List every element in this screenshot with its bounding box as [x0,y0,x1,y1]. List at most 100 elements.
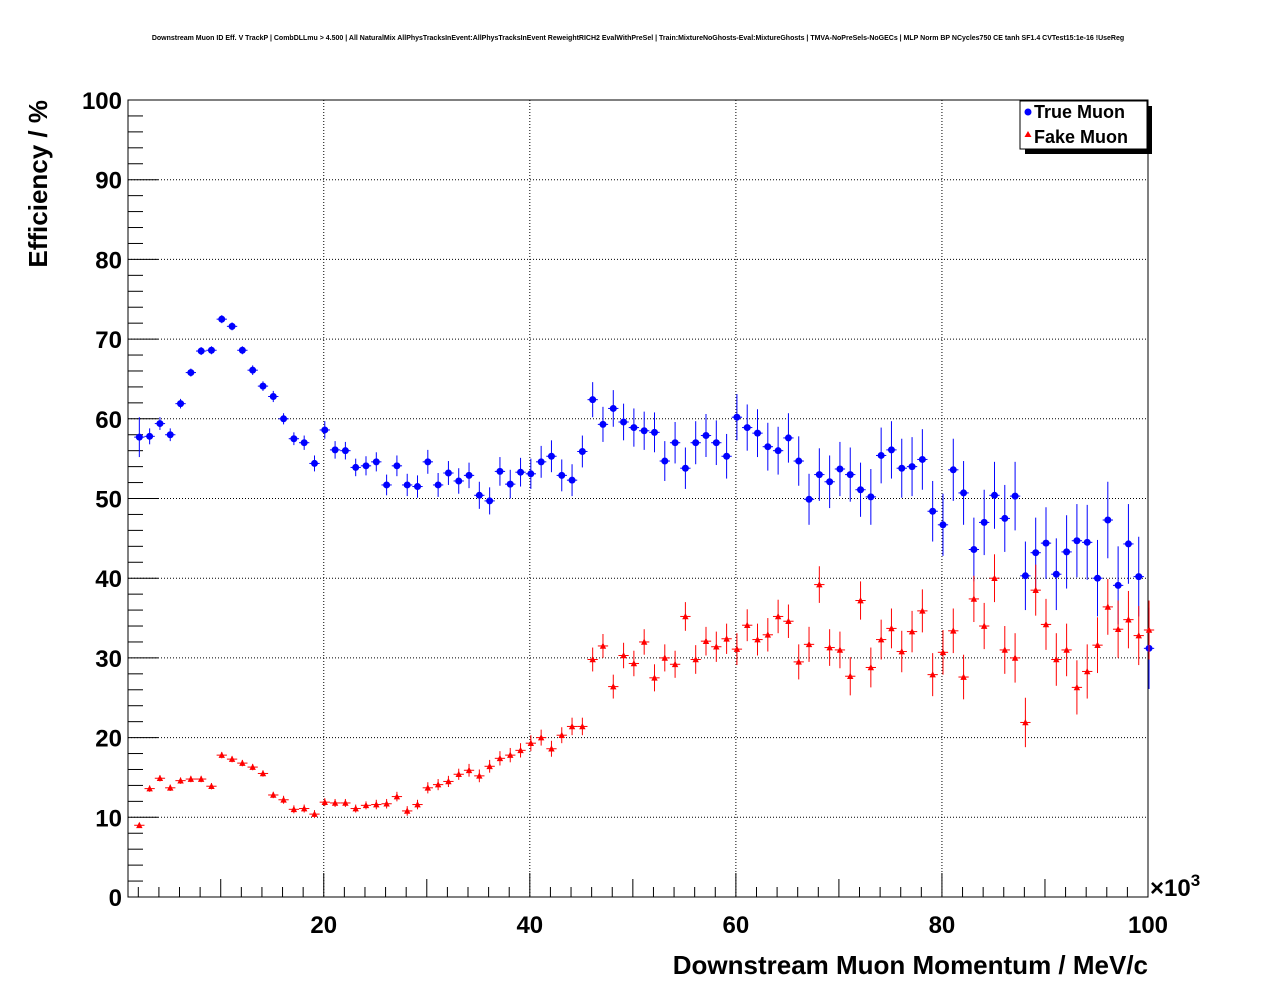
data-point [352,463,360,471]
data-point [857,597,864,604]
data-point [754,636,761,643]
y-tick-label: 100 [82,88,122,115]
data-point [486,497,494,505]
data-point [1145,626,1153,633]
data-point [146,432,154,440]
data-point [578,447,586,455]
data-point [887,446,895,454]
data-point [331,446,339,454]
data-point [836,465,844,473]
data-point [609,404,617,412]
data-point [805,640,813,648]
data-point [1094,641,1101,648]
data-point [280,796,287,803]
data-point [311,810,318,817]
data-point [1124,540,1132,548]
data-point [1114,625,1122,633]
x-tick-label: 100 [1128,912,1168,939]
data-point [888,624,895,632]
data-point [342,799,349,806]
data-point [939,521,947,529]
data-point [270,791,277,798]
data-point [661,654,668,661]
data-point [434,781,442,788]
data-point [960,673,967,680]
x-tick-label: 60 [723,912,750,939]
data-point [671,660,679,668]
data-point [599,642,607,649]
data-point [671,439,679,447]
data-point [249,763,256,770]
data-point [537,458,545,466]
data-point [661,457,669,465]
data-point [1042,539,1050,547]
data-point [939,648,947,656]
data-point [610,683,617,690]
data-point [341,447,349,455]
series-fake-muon [134,554,1155,829]
data-point [877,451,885,459]
data-point [1084,667,1091,675]
x-tick-label: 80 [929,912,956,939]
data-point [434,481,442,489]
data-point [383,800,390,807]
data-point [218,751,225,758]
data-point [403,481,411,489]
data-point [269,392,277,400]
data-point [146,785,153,792]
data-point [373,801,380,808]
data-point [898,648,905,655]
data-point [208,782,215,790]
data-point [475,491,483,499]
data-point [239,759,246,766]
data-point [640,638,648,645]
data-point [795,457,803,465]
data-point [300,805,308,812]
data-point [310,459,318,467]
data-point [424,784,432,791]
data-point [197,347,205,355]
data-point [321,426,329,434]
data-point [1032,586,1039,593]
data-point [908,628,916,635]
data-point [743,424,751,432]
data-point [877,636,885,643]
x-tick-label: 40 [516,912,543,939]
data-point [1001,514,1009,522]
y-tick-label: 90 [95,168,122,195]
data-point [238,346,246,354]
data-point [537,734,545,741]
data-point [547,452,555,460]
data-point [558,471,566,479]
data-point [1073,537,1081,545]
data-point [1125,616,1132,623]
x-multiplier-exponent: 3 [1191,871,1200,890]
data-point [898,464,906,472]
data-point [393,793,401,800]
data-point [372,458,380,466]
data-point [960,489,968,497]
data-point [156,774,164,782]
data-point [393,462,401,470]
data-point [950,627,957,634]
data-point [991,574,998,581]
data-point [1032,549,1040,557]
data-point [599,420,607,428]
data-point [846,471,854,479]
x-tick-label: 20 [310,912,337,939]
data-point [568,722,576,730]
data-point [980,622,988,629]
y-tick-label: 70 [95,327,122,354]
legend-label-true-muon: True Muon [1034,102,1125,122]
data-point [486,762,493,770]
data-point [589,396,597,404]
data-point [805,495,813,503]
tick-labels: 0 10 20 30 40 50 60 70 80 90 100 20 40 60 80 100 [82,88,1168,939]
data-point [650,428,658,436]
data-point [507,751,514,758]
data-point [517,746,524,754]
y-tick-label: 0 [109,885,122,912]
data-point [918,455,926,463]
data-point [136,821,143,829]
y-tick-label: 30 [95,646,122,673]
